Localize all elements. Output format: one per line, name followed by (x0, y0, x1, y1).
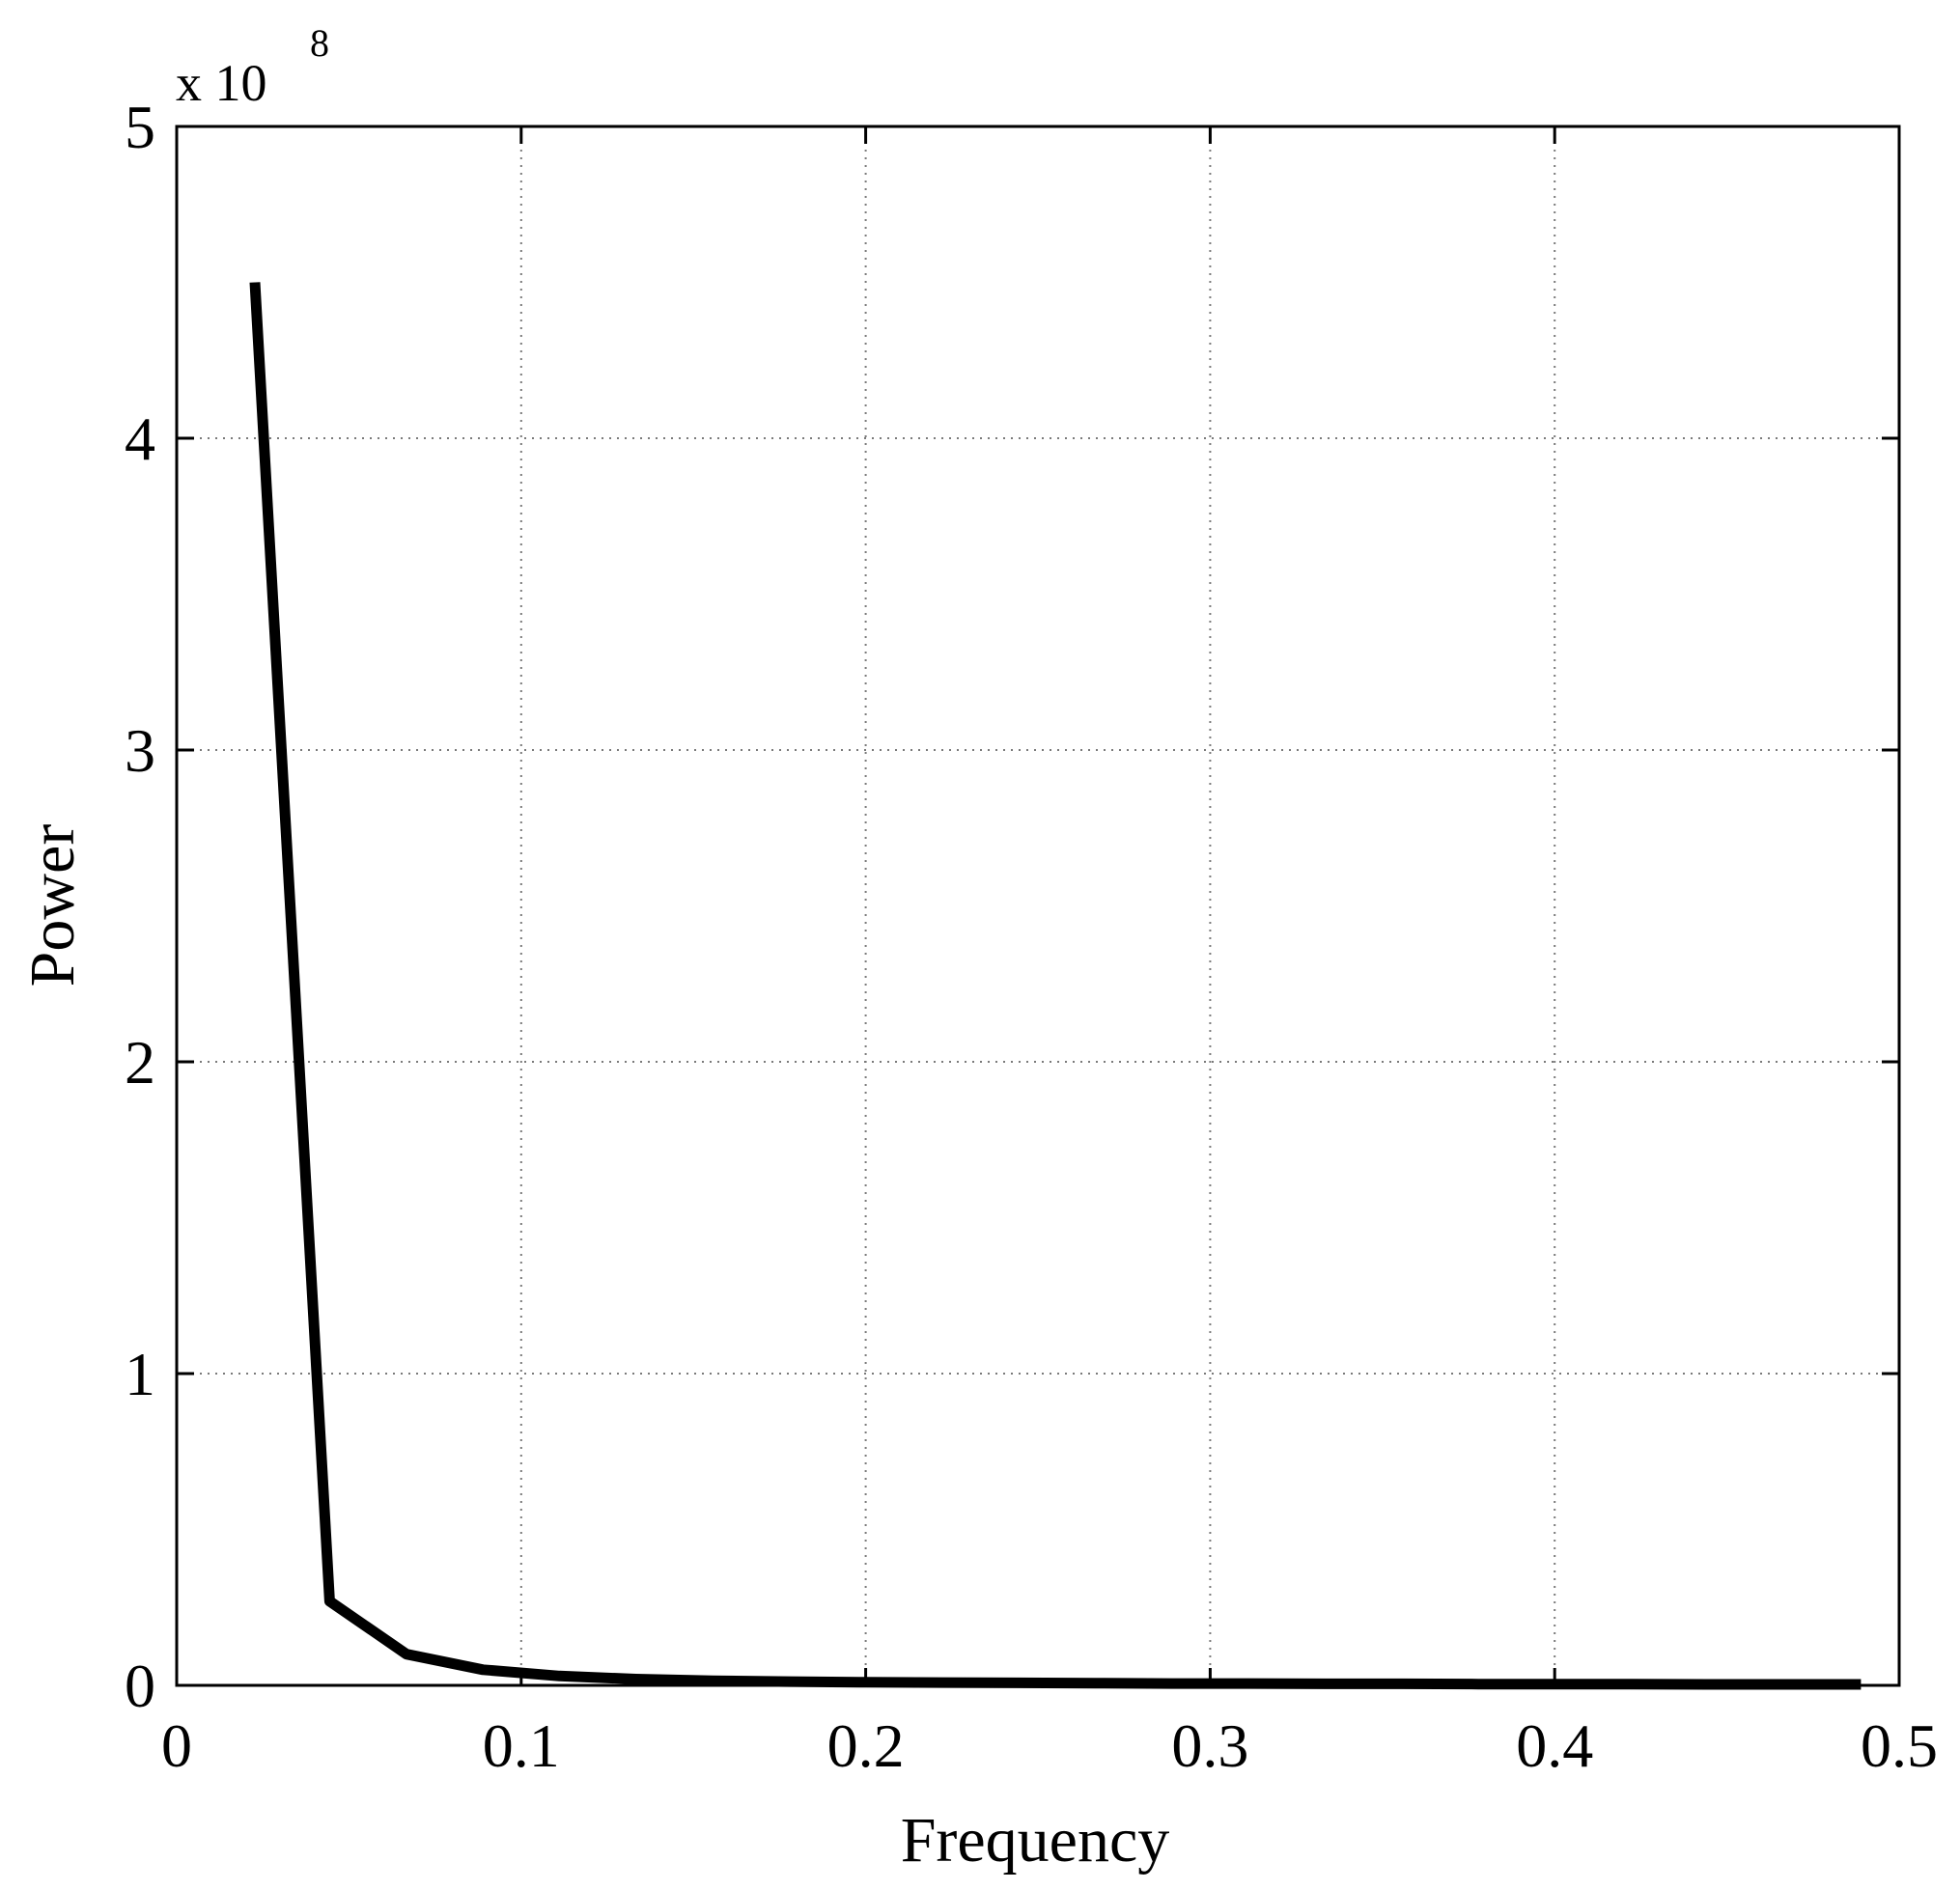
x-tick-label: 0.3 (1171, 1711, 1248, 1780)
y-exponent-base: x 10 (176, 54, 267, 112)
x-tick-label: 0.1 (483, 1711, 560, 1780)
y-axis-label: Power (17, 824, 88, 987)
series-layer (249, 282, 1862, 1690)
x-tick-labels: 0 0.1 0.2 0.3 0.4 0.5 (161, 1711, 1938, 1780)
x-tick-label: 0.5 (1861, 1711, 1938, 1780)
series-line-0 (249, 282, 1862, 1690)
plot-area-frame (175, 125, 1901, 1687)
axis-ticks (175, 125, 1901, 1687)
y-tick-label: 1 (125, 1340, 155, 1408)
y-exponent-power: 8 (310, 21, 329, 65)
x-tick-label: 0.4 (1516, 1711, 1593, 1780)
y-tick-labels: 0 1 2 3 4 5 (125, 93, 155, 1720)
y-tick-label: 4 (125, 404, 155, 473)
x-axis-label: Frequency (901, 1805, 1170, 1876)
x-tick-label: 0 (161, 1711, 192, 1780)
y-tick-label: 2 (125, 1028, 155, 1097)
grid (177, 126, 1899, 1685)
y-tick-label: 5 (125, 93, 155, 161)
y-tick-label: 0 (125, 1652, 155, 1720)
y-exponent-label: x 10 (176, 54, 267, 112)
x-tick-label: 0.2 (827, 1711, 905, 1780)
y-tick-label: 3 (125, 716, 155, 785)
